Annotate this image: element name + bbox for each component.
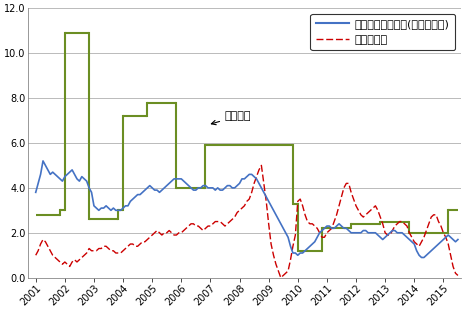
Text: 最低賃金: 最低賃金 xyxy=(212,111,252,125)
Legend: 週平均給与上昇率(一時金除く), 消費者物価: 週平均給与上昇率(一時金除く), 消費者物価 xyxy=(311,14,455,51)
